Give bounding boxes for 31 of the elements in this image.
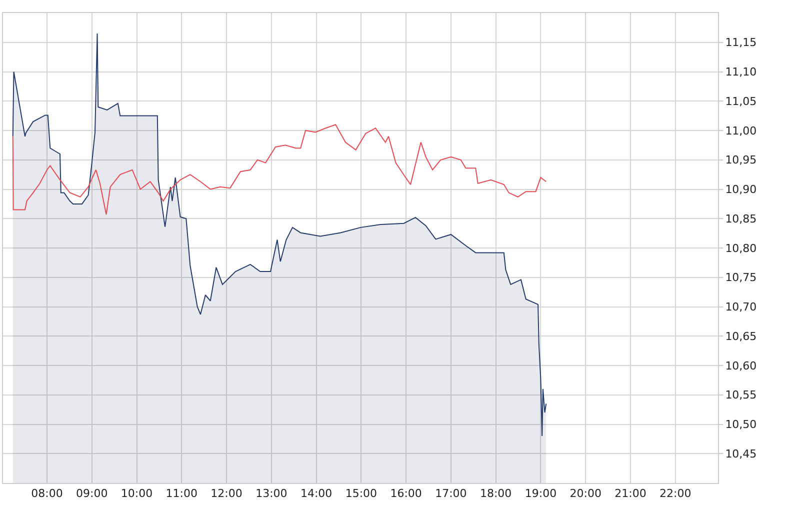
y-tick-label: 10,75: [725, 271, 757, 284]
line-series: [12, 124, 547, 216]
x-tick-label: 12:00: [210, 487, 242, 500]
y-tick-label: 11,05: [725, 94, 757, 108]
x-tick-label: 14:00: [300, 487, 332, 500]
y-tick-label: 10,55: [725, 388, 757, 402]
x-tick-label: 18:00: [480, 487, 512, 500]
x-tick-label: 22:00: [660, 487, 692, 500]
y-tick-label: 10,50: [725, 418, 757, 432]
y-tick-label: 11,00: [725, 124, 757, 138]
x-tick-label: 09:00: [76, 487, 108, 500]
y-tick-label: 11,10: [725, 66, 757, 79]
x-tick-label: 20:00: [570, 487, 602, 500]
x-tick-label: 16:00: [390, 487, 422, 500]
x-tick-label: 21:00: [614, 487, 646, 500]
x-tick-label: 10:00: [120, 487, 153, 500]
x-tick-label: 08:00: [31, 487, 63, 500]
x-tick-label: 15:00: [345, 487, 378, 500]
x-tick-label: 19:00: [524, 487, 557, 500]
y-tick-label: 10,90: [725, 183, 757, 196]
x-tick-label: 13:00: [256, 487, 288, 500]
y-tick-label: 10,95: [725, 154, 757, 167]
x-tick-label: 11:00: [166, 487, 198, 500]
y-tick-label: 10,70: [725, 300, 757, 314]
y-tick-label: 11,15: [725, 36, 757, 50]
y-tick-label: 10,80: [725, 242, 757, 255]
y-tick-label: 10,45: [725, 447, 757, 460]
y-tick-label: 10,65: [725, 330, 757, 343]
y-tick-label: 10,60: [725, 359, 757, 372]
y-tick-label: 10,85: [725, 212, 757, 226]
x-tick-label: 17:00: [435, 487, 467, 500]
